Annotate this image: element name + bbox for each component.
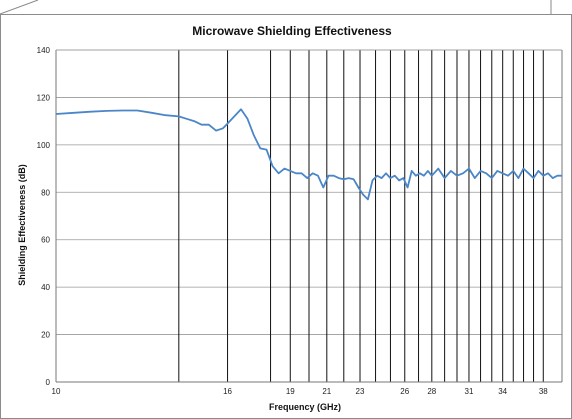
- x-tick-labels: 10 16 19 21 23 26 28 31 34 38: [52, 387, 549, 396]
- y-tick-label: 100: [37, 141, 51, 150]
- x-tick-label: 28: [427, 387, 436, 396]
- x-tick-label: 26: [400, 387, 409, 396]
- y-tick-label: 120: [37, 93, 51, 102]
- y-tick-label: 20: [41, 331, 50, 340]
- axes: [55, 49, 563, 383]
- x-tick-label: 19: [286, 387, 295, 396]
- background-window-edge: [0, 0, 39, 15]
- chart-title: Microwave Shielding Effectiveness: [192, 24, 392, 38]
- x-tick-label: 23: [356, 387, 365, 396]
- y-tick-label: 140: [37, 46, 51, 55]
- x-tick-label: 10: [52, 387, 61, 396]
- y-tick-labels: 0 20 40 60 80 100 120 140: [37, 46, 51, 387]
- x-tick-label: 21: [322, 387, 331, 396]
- vertical-reference-lines: [178, 50, 544, 382]
- x-tick-label: 16: [223, 387, 232, 396]
- series-group: [55, 108, 562, 201]
- y-tick-label: 40: [41, 283, 50, 292]
- x-tick-label: 38: [539, 387, 548, 396]
- y-tick-label: 0: [46, 378, 51, 387]
- x-axis-label: Frequency (GHz): [269, 402, 341, 412]
- y-axis-label: Shielding Effectiveness (dB): [17, 164, 27, 286]
- x-tick-label: 34: [498, 387, 507, 396]
- y-tick-label: 60: [41, 236, 50, 245]
- x-tick-label: 31: [465, 387, 474, 396]
- chart-frame: [0, 14, 572, 419]
- y-tick-label: 80: [41, 188, 50, 197]
- series-line: [55, 108, 562, 201]
